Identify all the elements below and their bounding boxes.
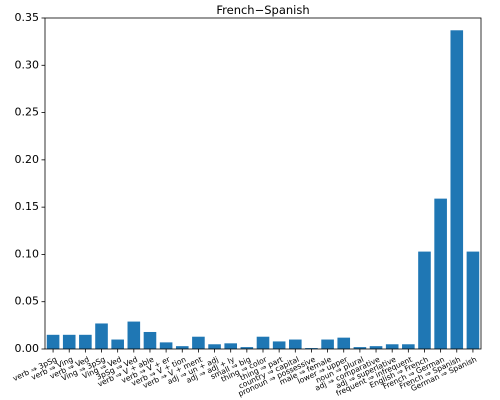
bar-23	[418, 251, 431, 349]
y-tick-label: 0.10	[15, 247, 40, 260]
y-tick-label: 0.15	[15, 200, 40, 213]
y-axis: 0.00 0.05 0.10 0.15 0.20 0.25 0.30 0.35	[15, 11, 45, 355]
chart-title: French−Spanish	[216, 3, 309, 17]
bar-1	[62, 334, 76, 349]
y-tick-label: 0.30	[15, 58, 40, 71]
bar-8	[175, 346, 189, 349]
bar-22	[402, 344, 415, 349]
bar-4	[111, 339, 124, 349]
bar-3	[95, 323, 108, 349]
bar-5	[127, 321, 141, 349]
y-tick-label: 0.00	[15, 342, 40, 355]
bar-20	[369, 346, 383, 349]
bar-19	[353, 347, 367, 349]
bar-6	[143, 331, 157, 349]
bar-13	[256, 336, 270, 349]
bars-group	[46, 30, 480, 349]
bar-7	[159, 342, 173, 349]
bar-17	[321, 339, 334, 349]
y-tick-label: 0.05	[15, 295, 40, 308]
plot-frame	[44, 17, 482, 350]
bar-12	[240, 347, 254, 349]
bar-2	[79, 334, 92, 349]
bar-21	[385, 344, 399, 349]
bar-10	[208, 344, 221, 349]
bar-26	[466, 251, 480, 349]
bar-14	[272, 341, 286, 349]
bar-0	[46, 334, 60, 349]
bar-11	[224, 343, 238, 349]
y-tick-label: 0.20	[15, 153, 40, 166]
bar-9	[192, 336, 205, 349]
bar-16	[305, 348, 318, 349]
bar-24	[434, 198, 447, 349]
bar-18	[337, 337, 351, 349]
y-tick-label: 0.25	[15, 106, 40, 119]
y-tick-label: 0.35	[15, 11, 40, 24]
bar-15	[289, 339, 302, 349]
bar-25	[450, 30, 464, 349]
